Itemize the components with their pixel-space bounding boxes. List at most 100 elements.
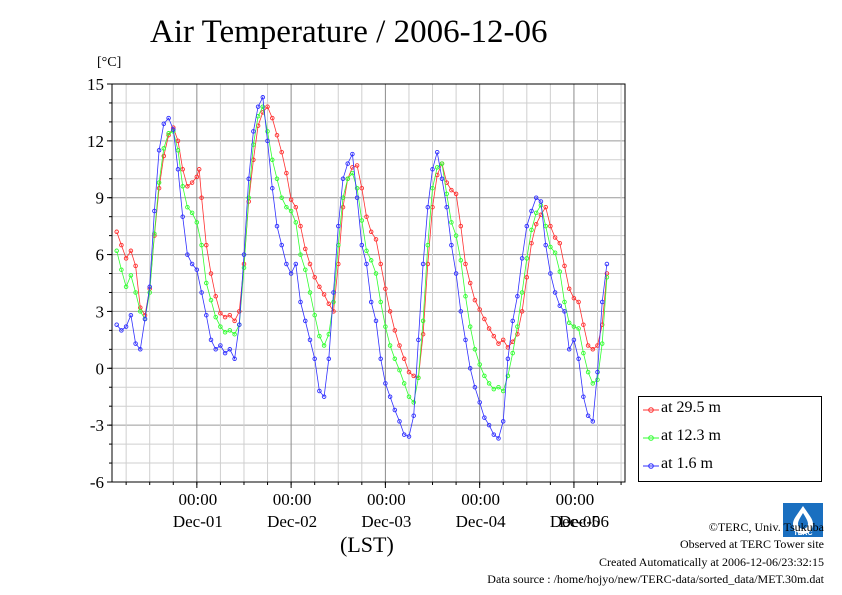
data-point (505, 373, 511, 379)
y-tick-label: 3 (96, 302, 105, 321)
data-point (566, 320, 572, 326)
data-point (312, 275, 317, 280)
data-point (510, 318, 515, 324)
y-tick-label: -3 (90, 416, 104, 435)
data-point (467, 324, 473, 329)
data-point (463, 294, 468, 299)
data-point (138, 309, 143, 314)
data-point (180, 167, 185, 172)
data-point (180, 184, 185, 189)
data-point (548, 244, 553, 250)
legend-marker-green (643, 435, 659, 441)
data-point (430, 167, 435, 172)
data-point (482, 316, 487, 322)
data-point (590, 381, 596, 386)
data-point (303, 267, 308, 272)
data-point (123, 256, 129, 261)
data-point (246, 176, 251, 182)
data-point (156, 148, 162, 153)
data-point (194, 220, 200, 225)
data-point (430, 185, 435, 191)
data-point (449, 242, 454, 248)
data-point (571, 337, 577, 343)
data-point (533, 221, 539, 227)
data-point (420, 261, 426, 267)
data-point (543, 242, 548, 248)
data-point (552, 250, 558, 255)
data-point (232, 331, 237, 337)
legend-label: at 1.6 m (661, 455, 713, 472)
data-point (237, 309, 242, 314)
plot-frame (111, 83, 626, 483)
data-point (566, 286, 572, 291)
data-point (566, 347, 572, 352)
data-point (321, 394, 327, 399)
data-point (175, 167, 181, 172)
data-point (213, 294, 218, 299)
data-point (548, 271, 553, 276)
data-point (397, 367, 402, 373)
x-tick-date-label: Dec-03 (361, 512, 411, 531)
data-point (496, 341, 501, 346)
y-tick-label: 6 (96, 246, 105, 265)
data-point (590, 419, 596, 424)
copyright-text: ©TERC, Univ. Tsukuba (708, 520, 824, 534)
data-point (397, 419, 402, 424)
data-point (336, 223, 341, 229)
data-point (312, 356, 317, 362)
data-point (463, 261, 468, 267)
data-point (486, 422, 492, 428)
terc-logo: TERC (783, 503, 823, 537)
data-point (491, 333, 497, 339)
data-point (515, 331, 520, 337)
data-point (213, 347, 218, 352)
chart-title: Air Temperature / 2006-12-06 (150, 14, 548, 50)
data-point (138, 347, 143, 352)
data-point (571, 295, 577, 301)
data-point (133, 263, 138, 269)
data-point (496, 384, 501, 390)
data-point (387, 343, 393, 348)
data-point (331, 299, 336, 305)
data-point (373, 237, 379, 242)
data-point (524, 223, 530, 229)
data-point (213, 314, 218, 320)
data-point (241, 265, 247, 271)
data-point (585, 343, 591, 348)
data-point (340, 204, 346, 210)
legend-marker-red (643, 407, 659, 413)
data-point (133, 341, 138, 346)
data-point (416, 375, 421, 381)
data-point (354, 163, 360, 168)
data-point (420, 331, 426, 337)
data-point (307, 290, 313, 295)
data-point (260, 104, 266, 109)
logo-text: TERC (793, 530, 812, 537)
data-point (336, 242, 341, 248)
data-point (345, 161, 350, 166)
data-point (543, 204, 548, 210)
data-point (128, 312, 134, 318)
data-point (189, 210, 195, 216)
legend-item-1-6m: at 1.6 m (639, 455, 821, 479)
data-point (472, 384, 478, 390)
data-point (505, 356, 511, 362)
data-point (114, 322, 119, 327)
data-point (383, 324, 388, 329)
data-point (562, 309, 567, 314)
data-point (237, 322, 242, 327)
data-point (350, 151, 355, 157)
data-point (288, 208, 294, 214)
data-point (500, 388, 506, 394)
data-point (552, 235, 558, 240)
data-point (378, 261, 383, 267)
data-point (491, 432, 497, 437)
data-point (199, 195, 204, 200)
data-point (359, 242, 365, 248)
data-point (303, 246, 308, 252)
data-point (581, 394, 586, 399)
data-point (392, 407, 398, 413)
data-point (288, 271, 294, 276)
data-point (368, 258, 374, 263)
